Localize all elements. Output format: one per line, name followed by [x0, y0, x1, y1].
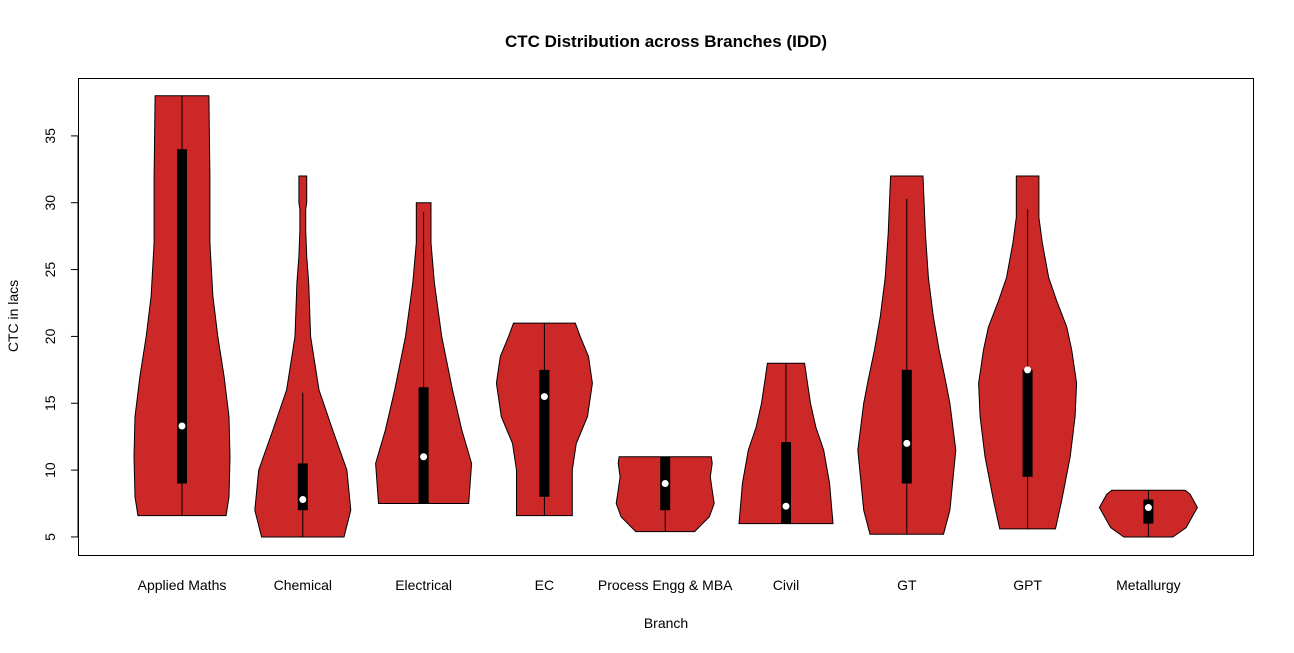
- median-point: [1144, 504, 1152, 512]
- iqr-box: [418, 387, 429, 504]
- violin-body: [254, 175, 352, 538]
- x-tick-label: GPT: [1013, 577, 1042, 593]
- x-axis-label: Branch: [644, 615, 688, 631]
- x-tick-label: GT: [897, 577, 917, 593]
- median-point: [661, 479, 669, 487]
- chart-title: CTC Distribution across Branches (IDD): [505, 32, 827, 51]
- violin: [857, 175, 957, 535]
- y-tick-label: 5: [42, 533, 58, 541]
- median-point: [782, 502, 790, 510]
- iqr-box: [539, 369, 550, 497]
- violin: [615, 456, 715, 533]
- x-tick-label: EC: [535, 577, 554, 593]
- median-point: [540, 393, 548, 401]
- y-axis-label: CTC in lacs: [5, 280, 21, 352]
- violin: [495, 322, 593, 517]
- violin: [1098, 489, 1198, 538]
- x-tick-labels: Applied Maths Chemical Electrical EC Process…: [138, 577, 1181, 593]
- median-point: [903, 439, 911, 447]
- y-tick-label: 30: [42, 195, 58, 211]
- y-tick-label: 15: [42, 395, 58, 411]
- x-tick-label: Metallurgy: [1116, 577, 1181, 593]
- iqr-box: [1022, 369, 1033, 477]
- x-tick-label: Process Engg & MBA: [598, 577, 733, 593]
- x-tick-label: Chemical: [274, 577, 332, 593]
- iqr-box: [901, 369, 912, 484]
- violin: [978, 175, 1078, 530]
- y-tick-label: 10: [42, 462, 58, 478]
- x-tick-label: Electrical: [395, 577, 452, 593]
- median-point: [299, 496, 307, 504]
- y-tick-label: 35: [42, 128, 58, 144]
- median-point: [420, 453, 428, 461]
- violin: [738, 362, 834, 525]
- x-tick-label: Applied Maths: [138, 577, 227, 593]
- violin: [133, 95, 231, 517]
- y-tick-label: 20: [42, 328, 58, 344]
- median-point: [178, 422, 186, 430]
- iqr-box: [1143, 499, 1154, 524]
- y-tick-label: 25: [42, 262, 58, 278]
- median-point: [1024, 366, 1032, 374]
- violins: [133, 95, 1198, 538]
- iqr-box: [781, 442, 791, 524]
- violin: [254, 175, 352, 538]
- iqr-box: [297, 463, 308, 511]
- violin: [375, 202, 473, 504]
- y-axis: 5 10 15 20 25 30 35: [42, 128, 79, 541]
- x-tick-label: Civil: [773, 577, 799, 593]
- iqr-box: [177, 149, 187, 484]
